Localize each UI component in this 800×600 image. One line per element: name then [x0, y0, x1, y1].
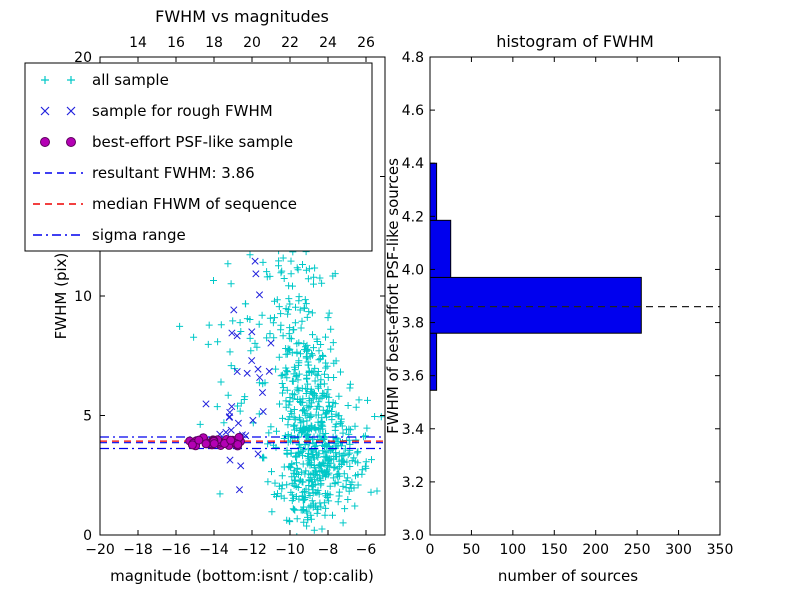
hist-y-tick-label: 3.4 — [402, 422, 424, 438]
legend-label: all sample — [92, 71, 169, 89]
legend-label: resultant FWHM: 3.86 — [92, 164, 255, 182]
hist-x-tick-label: 50 — [463, 542, 481, 558]
scatter-y-tick-label: 5 — [83, 409, 92, 425]
hist-y-tick-label: 3.0 — [402, 528, 424, 544]
hist-y-tick-label: 3.2 — [402, 475, 424, 491]
scatter-x-tick-label: −10 — [275, 542, 305, 558]
histogram-bar — [429, 276, 642, 334]
scatter-x-tick-label: −16 — [161, 542, 191, 558]
psf-sample-dot — [233, 440, 243, 449]
scatter-top-tick-label: 20 — [243, 35, 261, 51]
hist-x-tick-label: 250 — [624, 542, 651, 558]
psf-sample-dot — [226, 435, 236, 445]
legend-plus-icon — [67, 76, 75, 84]
hist-y-tick-label: 3.8 — [402, 316, 424, 332]
hist-y-tick-label: 3.6 — [402, 369, 424, 385]
hist-y-tick-label: 4.0 — [402, 262, 424, 278]
scatter-top-tick-label: 14 — [129, 35, 147, 51]
histogram-bar — [429, 162, 438, 221]
scatter-points — [100, 63, 385, 535]
legend-x-icon — [66, 106, 76, 116]
scatter-x-tick-label: −6 — [356, 542, 377, 558]
histogram-bar — [429, 219, 452, 278]
scatter-xlabel: magnitude (bottom:isnt / top:calib) — [110, 567, 374, 585]
scatter-x-tick-label: −8 — [318, 542, 339, 558]
legend-x-icon — [40, 106, 50, 116]
psf-sample-dot — [187, 440, 197, 450]
scatter-y-tick-label: 0 — [83, 528, 92, 544]
legend-label: sigma range — [92, 226, 186, 244]
scatter-plot: −20 −18 −16 −14 −12 −10 −8 −6 14 16 18 20 22 24 26 0 5 10… — [74, 35, 386, 558]
legend: all sample sample for rough FWHM best-effo… — [24, 62, 373, 252]
legend-label: sample for rough FWHM — [92, 102, 273, 120]
hist-x-tick-label: 300 — [665, 542, 692, 558]
histogram-xlabel: number of sources — [498, 567, 638, 585]
scatter-top-tick-label: 18 — [205, 35, 223, 51]
psf-sample-dot — [209, 439, 219, 449]
scatter-top-tick-label: 26 — [357, 35, 375, 51]
scatter-top-tick-label: 22 — [281, 35, 299, 51]
legend-box — [24, 62, 373, 252]
hist-x-tick-label: 200 — [582, 542, 609, 558]
legend-label: median FHWM of sequence — [92, 195, 297, 213]
scatter-x-tick-label: −14 — [199, 542, 229, 558]
scatter-x-tick-label: −12 — [237, 542, 267, 558]
scatter-x-tick-label: −20 — [85, 542, 115, 558]
rough-fwhm-markers — [202, 257, 275, 494]
histogram-plot: 0 50 100 150 200 250 300 350 3.0 3.2 3.4 3.6 3.8 4.0 4… — [402, 50, 734, 558]
scatter-y-tick-label: 10 — [74, 289, 92, 305]
hist-x-tick-label: 150 — [541, 542, 568, 558]
legend-label: best-effort PSF-like sample — [92, 133, 293, 151]
histogram-title: histogram of FWHM — [496, 32, 654, 51]
legend-dot-icon — [66, 137, 76, 147]
legend-plus-icon — [41, 76, 49, 84]
histogram-ylabel: FWHM of best-effort PSF-like sources — [384, 158, 402, 434]
scatter-top-tick-label: 24 — [319, 35, 337, 51]
legend-dot-icon — [40, 137, 50, 147]
scatter-y-tick-label: 20 — [74, 50, 92, 66]
scatter-x-tick-label: −18 — [123, 542, 153, 558]
psf-sample-dot — [194, 435, 204, 445]
scatter-title: FWHM vs magnitudes — [155, 7, 329, 26]
hist-y-tick-label: 4.6 — [402, 103, 424, 119]
hist-y-tick-label: 4.4 — [402, 156, 424, 172]
hist-x-tick-label: 350 — [707, 542, 734, 558]
hist-y-tick-label: 4.8 — [402, 50, 424, 66]
scatter-top-tick-label: 16 — [167, 35, 185, 51]
hist-x-tick-label: 100 — [499, 542, 526, 558]
hist-y-tick-label: 4.2 — [402, 209, 424, 225]
hist-x-tick-label: 0 — [426, 542, 435, 558]
histogram-bar — [429, 332, 438, 391]
histogram-frame — [429, 56, 721, 536]
scatter-ylabel: FWHM (pix) — [52, 253, 70, 340]
